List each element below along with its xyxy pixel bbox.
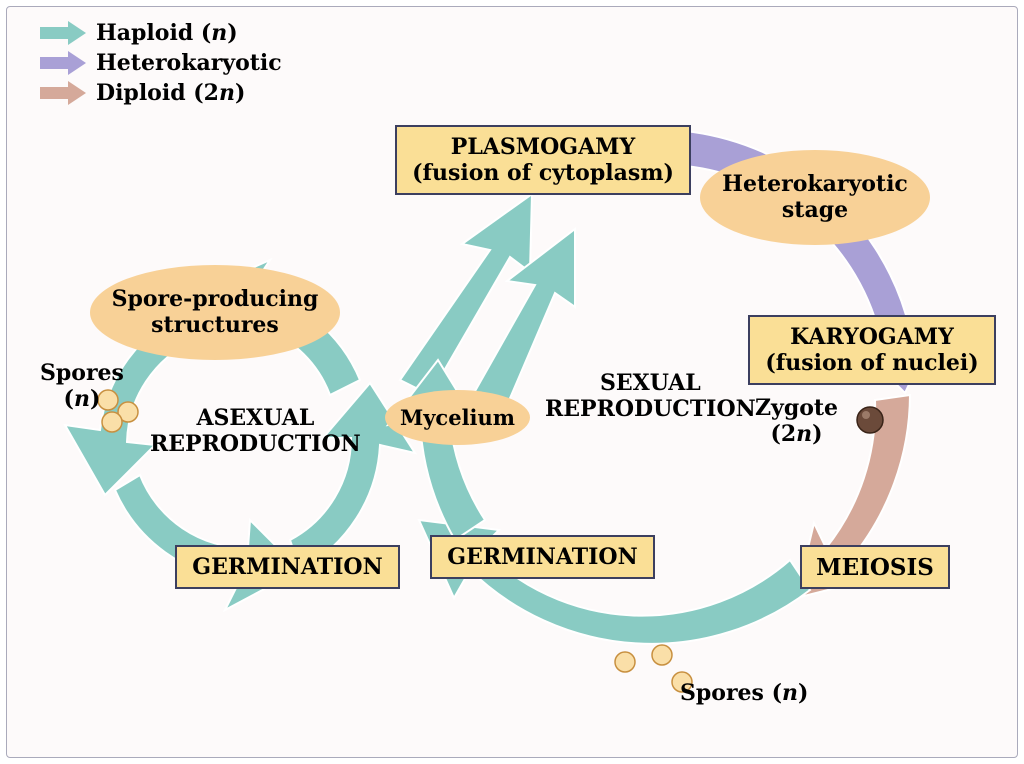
karyogamy-box: KARYOGAMY (fusion of nuclei): [748, 315, 996, 385]
legend-diploid: Diploid (2n): [40, 80, 282, 106]
plasmogamy-box: PLASMOGAMY (fusion of cytoplasm): [395, 125, 691, 195]
sexual-reproduction-label: SEXUAL REPRODUCTION: [545, 370, 756, 423]
germination-asexual-box: GERMINATION: [175, 545, 400, 589]
legend-haploid: Haploid (n): [40, 20, 282, 46]
legend-heterokaryotic: Heterokaryotic: [40, 50, 282, 76]
spores-left-label: Spores (n): [40, 360, 124, 413]
mycelium-label: Mycelium: [400, 405, 515, 430]
karyogamy-line2: (fusion of nuclei): [765, 350, 978, 376]
germination-sexual-box: GERMINATION: [430, 535, 655, 579]
mycelium-ellipse: Mycelium: [385, 390, 530, 445]
spore-producing-label: Spore-producing structures: [112, 287, 319, 338]
legend-hetero-label: Heterokaryotic: [96, 50, 282, 76]
heterokaryotic-stage-label: Heterokaryotic stage: [722, 172, 908, 223]
zygote-dot: [857, 407, 883, 433]
asexual-reproduction-label: ASEXUAL REPRODUCTION: [150, 405, 361, 458]
legend: Haploid (n) Heterokaryotic Diploid (2n): [40, 20, 282, 110]
plasmogamy-line1: PLASMOGAMY: [451, 134, 635, 160]
zygote-label: Zygote (2n): [755, 395, 838, 448]
heterokaryotic-stage-ellipse: Heterokaryotic stage: [700, 150, 930, 245]
spores-bottom-label: Spores (n): [680, 680, 808, 706]
germination-asexual-label: GERMINATION: [192, 554, 382, 580]
legend-diploid-label: Diploid (2n): [96, 80, 245, 106]
plasmogamy-line2: (fusion of cytoplasm): [412, 160, 674, 186]
spore-producing-ellipse: Spore-producing structures: [90, 265, 340, 360]
germination-sexual-label: GERMINATION: [447, 544, 637, 570]
meiosis-label: MEIOSIS: [816, 554, 934, 581]
meiosis-box: MEIOSIS: [800, 545, 950, 589]
legend-haploid-label: Haploid (n): [96, 20, 238, 46]
karyogamy-line1: KARYOGAMY: [790, 324, 954, 350]
